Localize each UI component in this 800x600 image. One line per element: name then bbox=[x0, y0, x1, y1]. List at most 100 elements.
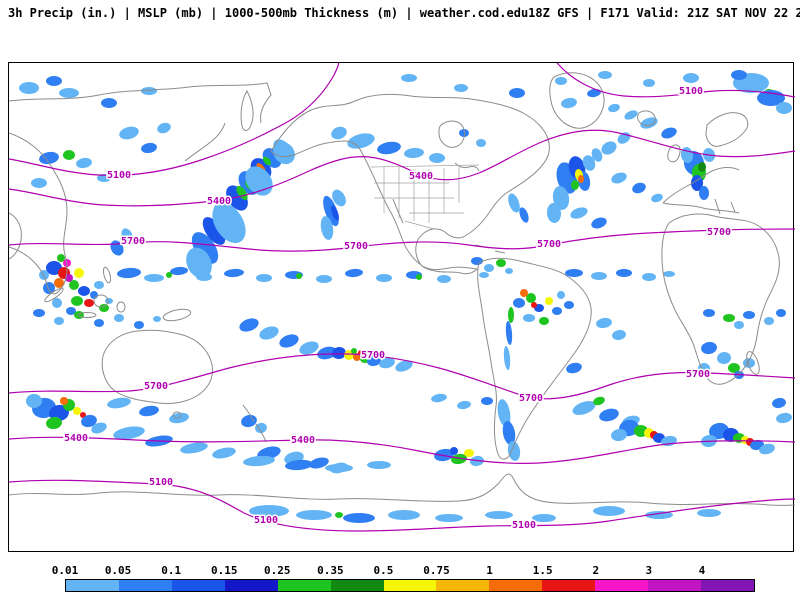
precip-blob bbox=[454, 84, 468, 92]
precip-blob bbox=[202, 217, 226, 245]
precip-blob bbox=[611, 172, 627, 184]
precip-blob bbox=[731, 70, 747, 80]
precip-blob bbox=[508, 193, 520, 213]
precip-blob bbox=[66, 307, 76, 315]
precip-blob bbox=[351, 348, 357, 354]
precip-blob bbox=[532, 514, 556, 522]
precip-blob bbox=[90, 291, 98, 299]
precip-blob bbox=[57, 254, 65, 262]
precip-blob bbox=[582, 155, 596, 171]
precip-blob bbox=[39, 151, 59, 165]
precip-blob bbox=[119, 126, 139, 140]
precip-blob bbox=[643, 79, 655, 87]
precip-blob bbox=[74, 311, 84, 319]
precip-blob bbox=[565, 269, 583, 277]
coast-borneo bbox=[93, 294, 109, 308]
precip-blob bbox=[743, 311, 755, 319]
precip-blob bbox=[69, 280, 79, 290]
coast-central-america bbox=[420, 264, 479, 275]
precip-blob bbox=[699, 186, 709, 200]
precip-blob bbox=[320, 216, 334, 240]
precip-blob bbox=[84, 299, 94, 307]
precip-blob bbox=[776, 309, 786, 317]
contour-label: 5100 bbox=[254, 515, 278, 526]
precip-blob bbox=[367, 355, 381, 367]
precip-blob bbox=[764, 317, 774, 325]
precip-blob bbox=[698, 162, 706, 172]
precip-blob bbox=[256, 274, 272, 282]
precip-blob bbox=[19, 82, 39, 94]
precip-blob bbox=[224, 268, 244, 278]
precip-blob bbox=[345, 268, 363, 278]
coast-australia bbox=[101, 329, 214, 404]
coast-sulawesi bbox=[116, 301, 126, 313]
precip-blob bbox=[236, 186, 248, 200]
precip-blob bbox=[435, 514, 463, 522]
precip-blob bbox=[43, 282, 55, 294]
precip-blob bbox=[296, 273, 302, 279]
precip-blob bbox=[697, 509, 721, 517]
precip-blob bbox=[728, 363, 740, 373]
precip-blob bbox=[239, 318, 259, 332]
legend-color-bar bbox=[65, 579, 755, 592]
precip-blob bbox=[166, 272, 172, 278]
precip-blob bbox=[776, 102, 792, 114]
precip-legend: 0.01 0.05 0.1 0.15 0.25 0.35 0.5 0.75 1 1.5 2 3 4 bbox=[52, 564, 755, 592]
precip-blob bbox=[273, 141, 295, 165]
precip-layer bbox=[19, 70, 792, 523]
precip-blob bbox=[332, 189, 346, 207]
legend-swatch bbox=[118, 580, 172, 591]
precip-blob bbox=[285, 459, 313, 471]
contour-label: 5100 bbox=[149, 477, 173, 488]
thickness-contour bbox=[9, 228, 795, 252]
precip-blob bbox=[317, 346, 337, 360]
precip-blob bbox=[698, 363, 710, 373]
precip-blob bbox=[212, 202, 246, 244]
precip-blob bbox=[141, 87, 157, 95]
precip-blob bbox=[113, 426, 145, 440]
legend-swatch bbox=[277, 580, 331, 591]
precip-blob bbox=[332, 346, 346, 360]
precip-blob bbox=[144, 274, 164, 282]
coast-kamchatka bbox=[240, 89, 254, 131]
precip-blob bbox=[249, 505, 289, 517]
precip-blob bbox=[717, 351, 731, 365]
coast-greenland bbox=[549, 72, 605, 129]
legend-swatch bbox=[224, 580, 278, 591]
precip-blob bbox=[212, 447, 236, 459]
coast-south-america bbox=[477, 257, 592, 460]
legend-swatch bbox=[489, 580, 543, 591]
precip-blob bbox=[616, 269, 632, 277]
precip-blob bbox=[259, 326, 279, 340]
coast-africa bbox=[661, 213, 780, 385]
thickness-contour bbox=[9, 63, 340, 176]
legend-label: 4 bbox=[698, 564, 706, 577]
legend-swatch bbox=[436, 580, 490, 591]
precip-blob bbox=[105, 298, 113, 304]
us-state-borders bbox=[370, 164, 480, 230]
coast-philippines bbox=[102, 266, 112, 284]
precip-blob bbox=[476, 139, 486, 147]
coastlines bbox=[9, 72, 795, 506]
precip-blob bbox=[552, 307, 562, 315]
contour-label: 5400 bbox=[207, 196, 231, 207]
header: 3h Precip (in.) | MSLP (mb) | 1000-500mb… bbox=[8, 6, 800, 20]
precip-blob bbox=[591, 148, 603, 162]
legend-label: 1.5 bbox=[532, 564, 553, 577]
header-product-title: 3h Precip (in.) | MSLP (mb) | 1000-500mb… bbox=[8, 6, 529, 20]
precip-blob bbox=[450, 447, 458, 455]
legend-label: 0.05 bbox=[104, 564, 132, 577]
precip-blob bbox=[557, 291, 565, 299]
contour-label: 5700 bbox=[519, 393, 543, 404]
coast-iceland bbox=[637, 110, 656, 126]
contour-label: 5100 bbox=[107, 170, 131, 181]
precip-blob bbox=[471, 257, 483, 265]
precip-blob bbox=[309, 457, 329, 469]
precip-blob bbox=[578, 175, 584, 183]
precip-blob bbox=[598, 71, 612, 79]
precip-blob bbox=[464, 449, 474, 457]
precip-blob bbox=[404, 147, 424, 159]
precip-blob bbox=[552, 186, 570, 210]
precip-blob bbox=[76, 157, 92, 169]
precip-blob bbox=[255, 422, 267, 434]
